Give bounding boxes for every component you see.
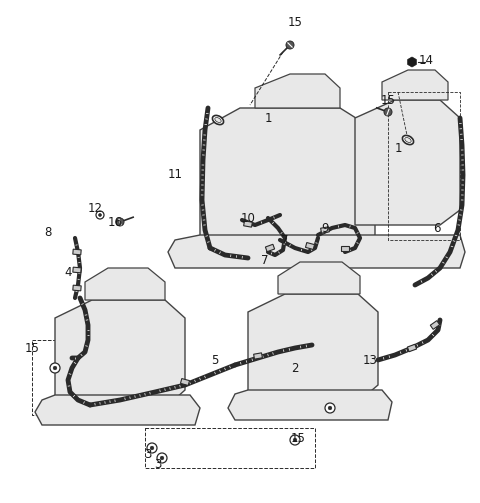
Polygon shape [73,267,81,273]
Polygon shape [244,221,252,227]
Polygon shape [265,244,275,252]
Text: 7: 7 [261,254,269,267]
Circle shape [328,406,332,410]
Polygon shape [248,294,378,402]
Circle shape [53,366,57,370]
Text: 15: 15 [290,432,305,445]
Polygon shape [341,245,349,250]
Text: 13: 13 [362,354,377,367]
Polygon shape [253,353,263,359]
Text: 12: 12 [87,202,103,214]
Polygon shape [228,390,392,420]
Text: 11: 11 [168,169,182,182]
Polygon shape [168,235,465,268]
Text: 7: 7 [281,233,289,246]
Text: 15: 15 [381,94,396,107]
Polygon shape [85,268,165,300]
Polygon shape [408,344,417,352]
Polygon shape [382,70,448,100]
Text: 14: 14 [419,53,433,66]
Circle shape [150,446,154,450]
Circle shape [160,456,164,460]
Circle shape [286,41,294,49]
Polygon shape [180,379,190,385]
Polygon shape [35,395,200,425]
Circle shape [147,443,157,453]
Text: 16: 16 [108,215,122,228]
Text: 15: 15 [24,342,39,355]
Circle shape [157,453,167,463]
Polygon shape [200,108,375,255]
Circle shape [116,218,124,226]
Text: 15: 15 [288,16,302,29]
Polygon shape [408,57,416,67]
Text: 10: 10 [240,211,255,224]
Text: 1: 1 [394,141,402,154]
Polygon shape [73,249,81,255]
Text: 5: 5 [211,354,219,367]
Ellipse shape [215,118,221,122]
Circle shape [290,435,300,445]
Ellipse shape [405,137,411,142]
Circle shape [96,211,104,219]
Text: 1: 1 [264,112,272,125]
Text: 3: 3 [154,459,162,471]
Polygon shape [55,300,185,408]
Polygon shape [355,100,460,225]
Circle shape [293,438,297,442]
Polygon shape [305,242,314,249]
Text: 6: 6 [433,221,441,234]
Polygon shape [255,74,340,108]
Polygon shape [321,227,329,233]
Text: 4: 4 [64,266,72,279]
Circle shape [384,108,392,116]
Ellipse shape [213,115,224,125]
Ellipse shape [402,135,414,144]
Polygon shape [278,262,360,294]
Circle shape [98,214,101,216]
Circle shape [50,363,60,373]
Circle shape [325,403,335,413]
Polygon shape [73,285,81,291]
Text: 2: 2 [291,362,299,375]
Text: 9: 9 [321,221,329,234]
Text: 8: 8 [44,225,52,238]
Text: 3: 3 [144,449,152,461]
Polygon shape [430,320,440,329]
